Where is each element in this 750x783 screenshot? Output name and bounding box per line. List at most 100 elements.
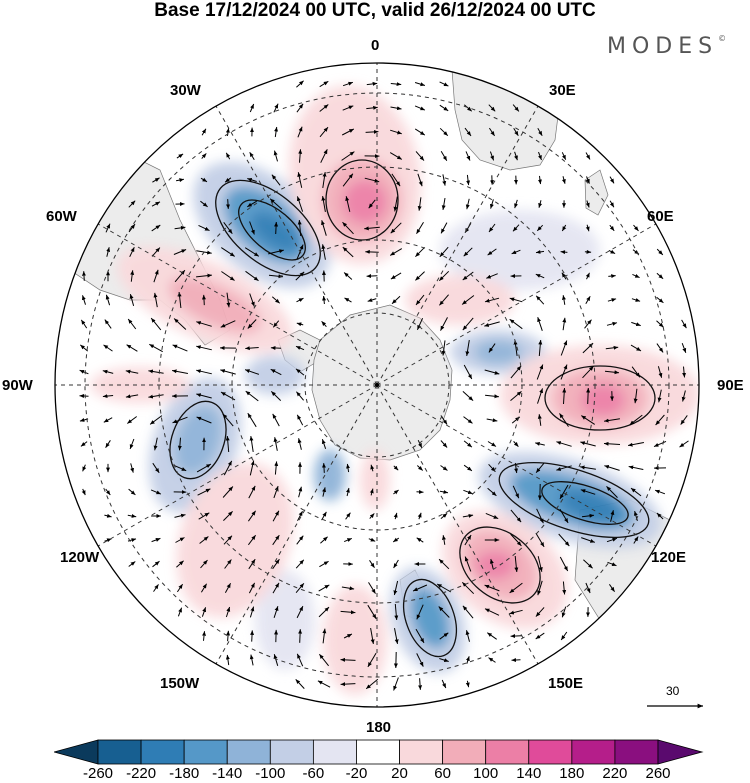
wind-vector [561,272,567,280]
wind-vector [297,126,303,138]
wind-vector [393,489,399,495]
wind-vector [559,484,569,500]
modes-logo: MODES© [607,34,727,59]
wind-vector [537,128,543,136]
wind-vector [412,584,428,592]
wind-vector [465,340,470,356]
wind-vector [682,366,687,378]
wind-vector [196,393,212,399]
anomaly-low-atlantic-core [250,212,300,252]
wind-vector [415,628,425,644]
wind-vector [585,200,590,208]
wind-vector [244,369,260,375]
wind-vector [436,583,452,593]
wind-vector [103,344,113,352]
colorbar-segment [571,739,616,765]
wind-vector [201,294,206,306]
colorbar-tick-label: -140 [212,765,243,782]
wind-vector [128,561,136,567]
lon-label-120w: 120W [60,549,100,566]
wind-vector [202,631,207,641]
wind-vector [365,129,379,134]
wind-vector [484,608,500,616]
wind-vector [556,465,572,471]
wind-vector [585,295,591,305]
wind-vector [416,465,424,471]
lon-label-60e: 60E [647,208,674,225]
wind-vector [390,272,402,280]
wind-vector [561,176,566,184]
colorbar-tick-label: 140 [516,765,542,782]
wind-vector [510,509,522,523]
wind-vector [342,173,354,187]
wind-vector [484,584,500,592]
wind-vector [153,292,158,308]
colorbar-tick-label: -220 [126,765,157,782]
wind-vector [390,129,402,135]
wind-vector [196,416,212,424]
wind-vector [367,652,377,668]
wind-vector [177,607,183,617]
wind-vector [80,319,88,329]
wind-vector [370,464,375,472]
reference-vector-label: 30 [666,684,680,698]
wind-vector [608,249,616,255]
wind-vector [580,489,596,495]
wind-vector [633,388,638,404]
wind-vector [127,513,137,518]
wind-vector [656,272,664,280]
wind-vector [125,369,139,374]
wind-vector [296,103,304,113]
wind-vector [128,200,136,208]
wind-vector [416,537,424,543]
lon-label-180: 180 [366,719,392,736]
wind-vector [630,344,642,352]
wind-vector [580,465,596,470]
wind-vector [439,632,449,640]
wind-vector [654,489,666,495]
wind-vector [438,606,450,618]
wind-vector [441,340,446,356]
wind-vector [585,152,591,160]
wind-vector [272,320,280,328]
wind-vector [510,533,522,547]
wind-vector [514,199,518,209]
wind-vector [106,247,111,257]
meridian-line [376,384,657,547]
wind-vector [345,487,350,497]
wind-vector [633,510,638,522]
colorbar-segment [226,739,271,765]
wind-vector [391,173,401,187]
wind-vector [562,581,567,595]
meridian-line [215,384,378,665]
wind-vector [536,364,544,380]
wind-vector [418,678,423,690]
wind-vector [537,388,543,404]
anomaly-high-drake-inner [168,277,262,333]
anomaly-high-45e [405,275,515,325]
wind-vector [320,536,328,544]
wind-vector [318,584,330,592]
meridian-line [215,105,378,386]
wind-vector [369,513,375,519]
map-boundary [54,62,700,708]
wind-vector [340,610,356,615]
wind-vector [270,345,282,350]
wind-vector [535,295,545,305]
wind-vector [150,317,162,331]
wind-vector [295,679,305,689]
wind-vector [538,200,543,208]
wind-vector [581,415,595,425]
wind-vector [340,657,356,662]
wind-vector [484,369,500,375]
wind-vector [441,679,447,689]
wind-vector [130,270,135,282]
wind-vector [584,249,592,254]
wind-vector [535,249,545,254]
wind-vector [536,224,544,232]
wind-vector-field [79,80,689,691]
colorbar-tick-label: -100 [255,765,286,782]
anomaly-low-ross [314,449,346,501]
wind-vector [104,513,112,518]
wind-vector [321,439,327,449]
